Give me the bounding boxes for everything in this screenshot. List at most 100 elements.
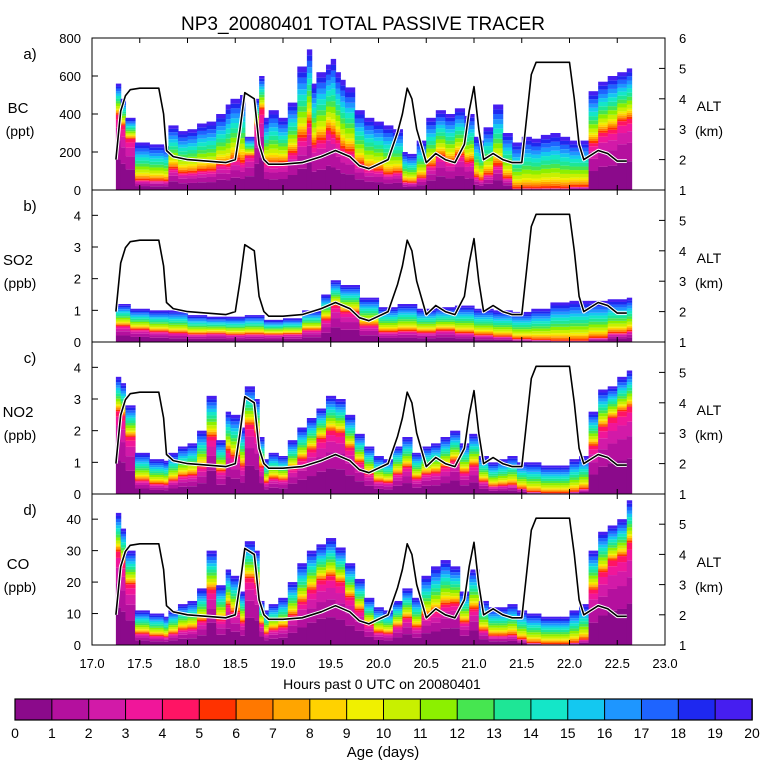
panel-c-bar-age-6 bbox=[306, 447, 318, 449]
panel-c-bar-age-14 bbox=[469, 446, 480, 450]
panel-c-bar-age-19 bbox=[230, 414, 241, 419]
panel-c-bar-age-16 bbox=[325, 404, 337, 408]
panel-d-bar-age-18 bbox=[240, 593, 246, 597]
panel-d-bar-age-13 bbox=[244, 558, 255, 562]
panel-a-bar-age-13 bbox=[115, 98, 122, 102]
panel-c-bar-age-5 bbox=[354, 461, 365, 463]
panel-d-bar-age-5 bbox=[345, 595, 356, 598]
panel-c-bar-age-9 bbox=[459, 466, 470, 468]
panel-a-bar-age-11 bbox=[330, 106, 337, 114]
panel-c-bar-age-3 bbox=[579, 489, 590, 490]
panel-c-bar-age-1 bbox=[216, 478, 227, 485]
panel-d-bar-age-13 bbox=[402, 602, 413, 606]
panel-c-bar-age-3 bbox=[335, 436, 346, 444]
panel-a-bar-age-12 bbox=[521, 165, 532, 170]
panel-d-bar-age-18 bbox=[450, 569, 461, 573]
panel-b-bar-age-7 bbox=[626, 327, 633, 329]
panel-c-bar-age-12 bbox=[325, 415, 337, 419]
panel-a-bar-age-1 bbox=[454, 167, 466, 176]
panel-a-bar-age-4 bbox=[163, 181, 170, 182]
panel-d-bar-age-17 bbox=[254, 555, 260, 559]
panel-d-bar-age-6 bbox=[244, 575, 255, 577]
panel-a-bar-age-19 bbox=[617, 72, 628, 77]
panel-c-bar-age-3 bbox=[617, 416, 628, 426]
panel-a-bar-age-3 bbox=[464, 164, 470, 167]
panel-c-bar-age-1 bbox=[411, 483, 423, 488]
panel-c-bar-age-13 bbox=[478, 468, 489, 471]
panel-a-bar-age-5 bbox=[407, 181, 418, 183]
panel-c-bar-age-8 bbox=[149, 480, 165, 482]
panel-d-bar-age-17 bbox=[421, 582, 432, 586]
colorbar-swatch-18 bbox=[677, 698, 716, 721]
panel-b-bar-age-7 bbox=[378, 329, 399, 331]
panel-a-bar-age-16 bbox=[177, 141, 189, 145]
panel-d-bar-age-10 bbox=[225, 595, 232, 599]
panel-a-bar-age-18 bbox=[325, 69, 332, 75]
panel-a-bar-age-16 bbox=[598, 93, 609, 99]
panel-c-bar-age-8 bbox=[526, 487, 542, 489]
panel-a-bar-age-4 bbox=[345, 151, 356, 155]
panel-a-bar-age-0 bbox=[392, 182, 403, 190]
panel-c-bar-age-0 bbox=[230, 478, 241, 494]
panel-d-bar-age-11 bbox=[459, 611, 470, 614]
panel-a-bar-age-8 bbox=[531, 180, 542, 183]
panel-a-bar-age-7 bbox=[540, 181, 551, 185]
panel-a-bar-age-8 bbox=[416, 171, 427, 174]
panel-b-bar-age-13 bbox=[416, 320, 437, 323]
panel-d-bar-age-3 bbox=[149, 636, 165, 638]
panel-c-bar-age-9 bbox=[569, 485, 580, 487]
panel-a-bar-age-13 bbox=[464, 138, 470, 142]
panel-d-bar-age-5 bbox=[297, 600, 308, 602]
panel-d-bar-age-1 bbox=[244, 600, 255, 618]
panel-c-bar-age-0 bbox=[392, 485, 403, 494]
panel-c-bar-age-9 bbox=[526, 486, 542, 488]
panel-c-bar-age-6 bbox=[316, 436, 327, 438]
panel-a-bar-age-9 bbox=[445, 151, 456, 154]
panel-a-bar-age-8 bbox=[569, 179, 580, 182]
panel-c-bar-age-11 bbox=[134, 470, 150, 473]
panel-b-bar-age-1 bbox=[359, 330, 380, 336]
panel-b-bar-age-7 bbox=[454, 329, 475, 331]
panel-a-bar-age-17 bbox=[569, 147, 580, 152]
panel-a-bar-age-10 bbox=[392, 160, 403, 164]
panel-c-bar-age-15 bbox=[197, 442, 208, 446]
panel-b-bar-age-8 bbox=[225, 331, 246, 333]
panel-d-bar-age-16 bbox=[598, 541, 609, 545]
panel-a-bar-age-4 bbox=[416, 177, 427, 179]
panel-d-bar-age-4 bbox=[187, 628, 198, 630]
panel-a-bar-age-6 bbox=[163, 178, 170, 180]
panel-c-bar-age-14 bbox=[163, 470, 170, 473]
panel-a-bar-age-6 bbox=[407, 180, 418, 182]
panel-a-bar-age-6 bbox=[125, 137, 136, 139]
panel-d-bar-age-6 bbox=[607, 557, 618, 560]
panel-d-bar-age-6 bbox=[617, 553, 628, 555]
panel-a-bar-age-19 bbox=[206, 121, 217, 126]
panel-b-bar-age-0 bbox=[206, 338, 227, 342]
panel-d-bar-age-14 bbox=[230, 590, 241, 594]
panel-c-bar-age-9 bbox=[263, 477, 270, 479]
panel-d-bar-age-19 bbox=[316, 544, 327, 548]
panel-c-bar-age-5 bbox=[526, 490, 542, 493]
panel-b-bar-age-16 bbox=[626, 305, 633, 309]
panel-a-bar-age-6 bbox=[206, 166, 217, 169]
panel-a-bar-age-5 bbox=[617, 119, 628, 122]
panel-c-bar-age-5 bbox=[402, 465, 413, 467]
panel-b-bar-age-14 bbox=[206, 323, 227, 325]
panel-b-bar-age-7 bbox=[187, 331, 208, 333]
panel-d-bar-age-16 bbox=[240, 598, 246, 602]
panel-a-bar-age-15 bbox=[364, 134, 375, 139]
panel-a-bar-age-16 bbox=[316, 88, 327, 94]
panel-d-bar-age-1 bbox=[373, 636, 384, 640]
panel-b-bar-age-2 bbox=[340, 317, 360, 323]
panel-c-bar-age-13 bbox=[230, 434, 241, 439]
panel-a-bar-age-16 bbox=[426, 129, 437, 134]
panel-d-bar-age-9 bbox=[559, 638, 571, 640]
panel-d-bar-age-13 bbox=[325, 556, 337, 560]
panel-b-bar-age-6 bbox=[206, 332, 227, 333]
panel-c-bar-age-13 bbox=[354, 447, 365, 450]
panel-a-bar-age-19 bbox=[474, 136, 480, 141]
panel-a-bar-age-11 bbox=[115, 103, 122, 107]
panel-c-bar-age-14 bbox=[598, 404, 609, 408]
panel-d-bar-age-0 bbox=[607, 610, 618, 645]
panel-d-bar-age-19 bbox=[125, 550, 136, 554]
